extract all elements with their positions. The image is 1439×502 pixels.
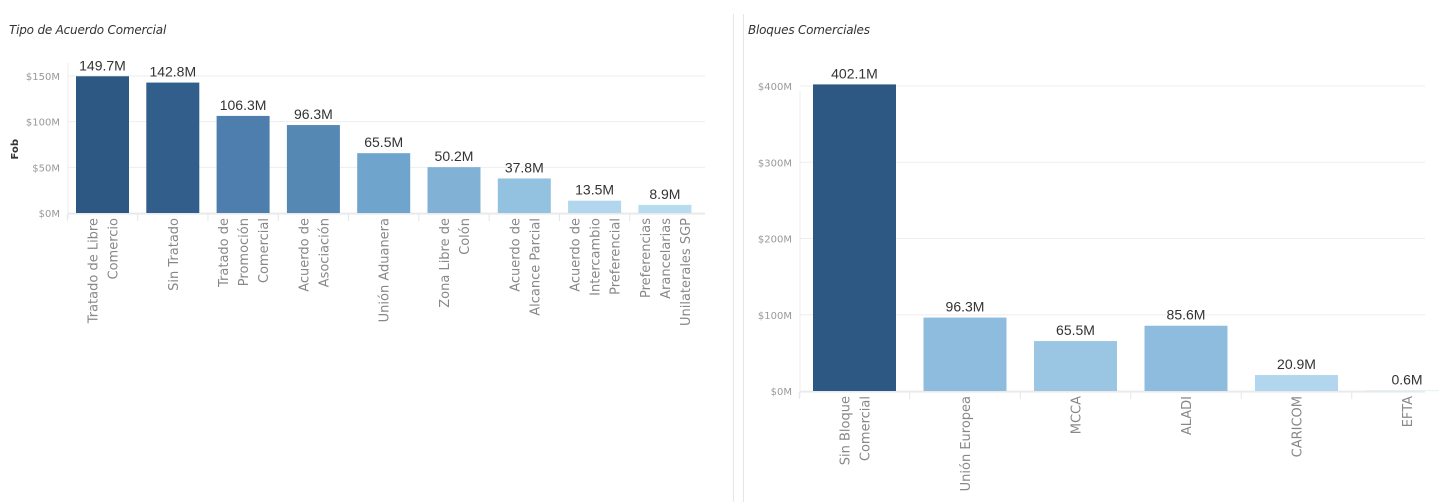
bar: [497, 178, 551, 213]
category-label: Unión Aduanera: [378, 218, 393, 322]
y-axis-title: Fob: [10, 139, 21, 159]
category-label: ALADI: [1180, 396, 1195, 435]
data-label: 8.9M: [649, 186, 680, 202]
data-label: 142.8M: [149, 64, 196, 80]
bar: [357, 153, 411, 213]
category-label: CARICOM: [1291, 396, 1306, 457]
category-label: Acuerdo de: [508, 218, 523, 292]
category-label: MCCA: [1070, 396, 1085, 434]
category-label: Promoción: [237, 218, 252, 286]
panel-divider: [743, 14, 744, 502]
data-label: 85.6M: [1167, 307, 1206, 323]
chart-title-tipo-acuerdo: Tipo de Acuerdo Comercial: [9, 23, 167, 37]
y-tick-label: $0M: [39, 209, 60, 220]
category-label: Comercial: [257, 218, 272, 283]
category-label: Zona Libre de: [438, 218, 453, 308]
data-label: 0.6M: [1391, 372, 1422, 388]
category-label: Comercio: [107, 218, 122, 280]
y-tick-label: $200M: [758, 235, 792, 246]
category-label: Tratado de Libre: [87, 218, 102, 324]
bar: [1034, 341, 1117, 391]
y-tick-label: $0M: [771, 387, 792, 398]
bar: [427, 167, 481, 213]
category-label: Tratado de: [217, 218, 232, 288]
category-label: Sin Bloque: [839, 396, 854, 465]
y-tick-label: $100M: [758, 311, 792, 322]
category-label: Acuerdo de: [569, 218, 584, 292]
data-label: 65.5M: [364, 134, 403, 150]
bar: [1144, 325, 1228, 391]
data-label: 96.3M: [946, 299, 985, 315]
y-tick-label: $50M: [32, 163, 60, 174]
data-label: 50.2M: [435, 148, 474, 164]
bar: [923, 317, 1007, 391]
data-label: 65.5M: [1056, 322, 1095, 338]
bar: [146, 82, 200, 214]
y-tick-label: $300M: [758, 158, 792, 169]
category-label: Colón: [458, 218, 473, 255]
bar: [1255, 375, 1338, 391]
bar: [286, 125, 340, 213]
data-label: 13.5M: [575, 182, 614, 198]
category-label: Acuerdo de: [297, 218, 312, 292]
category-label: Preferencias: [639, 218, 654, 298]
chart-title-bloques: Bloques Comerciales: [748, 23, 870, 37]
data-label: 96.3M: [294, 106, 333, 122]
bar: [813, 84, 896, 392]
category-label: Preferencial: [609, 218, 624, 295]
data-label: 37.8M: [505, 159, 544, 175]
data-label: 106.3M: [220, 97, 267, 113]
category-label: Unilaterales SGP: [679, 218, 694, 326]
category-label: Comercial: [859, 396, 874, 461]
bar: [568, 200, 622, 213]
category-label: Asociación: [317, 218, 332, 287]
bar: [1365, 390, 1439, 392]
category-label: EFTA: [1401, 396, 1416, 427]
panel-divider: [733, 14, 734, 502]
data-label: 402.1M: [831, 65, 878, 81]
y-tick-label: $400M: [758, 82, 792, 93]
bar: [216, 115, 270, 213]
bar: [76, 76, 129, 213]
category-label: Sin Tratado: [167, 218, 182, 291]
data-label: 20.9M: [1277, 356, 1316, 372]
category-label: Alcance Parcial: [528, 218, 543, 316]
category-label: Arancelarias: [659, 218, 674, 299]
y-tick-label: $100M: [26, 118, 60, 129]
category-label: Unión Europea: [959, 396, 974, 491]
category-label: Intercambio: [589, 218, 604, 296]
data-label: 149.7M: [79, 57, 126, 73]
bar: [638, 204, 692, 213]
y-tick-label: $150M: [26, 72, 60, 83]
